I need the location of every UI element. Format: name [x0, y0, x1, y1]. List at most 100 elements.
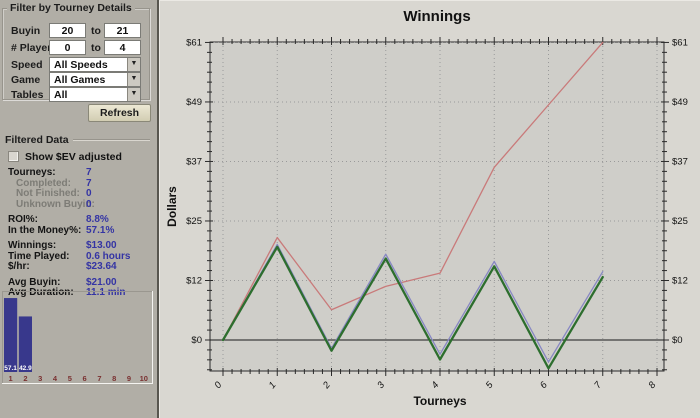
- stat-row: Unknown Buyin: 0: [0, 199, 157, 210]
- y-tick-label-right: $61: [672, 37, 688, 48]
- filtered-data-rule: [70, 139, 150, 141]
- game-select[interactable]: All Games ▼: [49, 72, 141, 87]
- players-to-input[interactable]: [104, 40, 141, 55]
- stat-value: 8.8%: [86, 214, 109, 225]
- bar-tick-label: 2: [23, 374, 27, 383]
- buyin-to-word: to: [91, 25, 101, 37]
- stat-row: Not Finished: 0: [0, 188, 157, 199]
- y-tick-label: $12: [186, 275, 202, 286]
- bar-tick-label: 7: [97, 374, 101, 383]
- y-tick-label-right: $0: [672, 335, 683, 346]
- players-row: # Players to: [3, 40, 160, 55]
- stat-label: Avg Buyin:: [8, 276, 61, 288]
- speed-row: Speed All Speeds ▼: [3, 57, 160, 72]
- stat-value: 57.1%: [86, 224, 115, 236]
- stat-row: Avg Buyin: $21.00: [0, 277, 157, 288]
- y-tick-label: $49: [186, 97, 202, 108]
- bar-tick-label: 9: [127, 374, 131, 383]
- x-tick-label: 5: [484, 379, 496, 391]
- stat-label: ROI%:: [8, 214, 38, 225]
- x-tick-label: 3: [375, 379, 387, 391]
- stat-row: Time Played: 0.6 hours: [0, 251, 157, 262]
- stat-value: 11.1 min: [86, 287, 126, 298]
- bar-value-label: 42.9: [19, 365, 32, 372]
- players-from-input[interactable]: [49, 40, 86, 55]
- filter-panel: Filter by Tourney Details Buyin to # Pla…: [2, 2, 150, 102]
- x-tick-label: 8: [646, 379, 658, 391]
- y-tick-label: $0: [191, 335, 202, 346]
- stat-row: Avg Duration: 11.1 min: [0, 287, 157, 298]
- chevron-down-icon: ▼: [127, 58, 140, 71]
- bar-tick-label: 3: [38, 374, 42, 383]
- bar-value-label: 57.1: [4, 365, 17, 372]
- ev-adjusted-label: Show $EV adjusted: [25, 151, 122, 163]
- stat-value: 0: [86, 198, 92, 210]
- x-tick-label: 0: [212, 379, 224, 391]
- buyin-to-input[interactable]: [104, 23, 141, 38]
- bar: [18, 316, 32, 372]
- bar-tick-label: 5: [68, 374, 72, 383]
- stat-label: Completed:: [16, 177, 71, 189]
- stat-row: Tourneys: 7: [0, 167, 157, 178]
- filtered-data-title: Filtered Data: [5, 134, 73, 146]
- x-tick-label: 4: [429, 380, 441, 391]
- y-tick-label: $37: [186, 156, 202, 167]
- filter-panel-title: Filter by Tourney Details: [7, 2, 135, 14]
- stat-label: Winnings:: [8, 240, 57, 251]
- stat-label: Avg Duration:: [8, 287, 74, 298]
- x-tick-label: 7: [592, 379, 604, 391]
- stat-value: 0.6 hours: [86, 250, 131, 262]
- x-axis-title: Tourneys: [413, 394, 466, 408]
- refresh-button[interactable]: Refresh: [88, 104, 151, 122]
- bar-tick-label: 4: [53, 374, 58, 383]
- winnings-chart: $0 $0$12 $12$25 $25$37 $37$49 $49$61 $610 1 2 3 4 5…: [160, 1, 700, 418]
- stat-value: $13.00: [86, 240, 117, 251]
- tables-row: Tables All ▼: [3, 87, 160, 102]
- players-to-word: to: [91, 42, 101, 54]
- game-row: Game All Games ▼: [3, 72, 160, 87]
- stat-label: Tourneys:: [8, 167, 56, 178]
- chevron-down-icon: ▼: [127, 73, 140, 86]
- series-red: [222, 41, 604, 341]
- tables-select-value: All: [54, 89, 68, 101]
- bar-tick-label: 1: [9, 374, 13, 383]
- stat-row: ROI%: 8.8%: [0, 214, 157, 225]
- tables-label: Tables: [11, 89, 44, 101]
- stat-value: 0: [86, 188, 92, 199]
- y-tick-label: $25: [186, 216, 202, 227]
- tables-select[interactable]: All ▼: [49, 87, 141, 102]
- sidebar: Filter by Tourney Details Buyin to # Pla…: [0, 0, 157, 418]
- stat-label: Unknown Buyin:: [16, 198, 95, 210]
- speed-select[interactable]: All Speeds ▼: [49, 57, 141, 72]
- buyin-from-input[interactable]: [49, 23, 86, 38]
- stat-label: Time Played:: [8, 250, 70, 262]
- speed-select-value: All Speeds: [54, 59, 108, 71]
- finish-distribution-chart: 57.1 42.9 1 2 3 4 5 6 7 8 9 10: [2, 291, 153, 384]
- stat-row: In the Money%: 57.1%: [0, 225, 157, 236]
- y-tick-label: $61: [186, 37, 202, 48]
- buyin-row: Buyin to: [3, 23, 160, 38]
- y-tick-label-right: $37: [672, 156, 688, 167]
- y-axis-title: Dollars: [165, 186, 179, 227]
- y-tick-label-right: $12: [672, 275, 688, 286]
- bar: [4, 298, 18, 372]
- chart-area: $0 $0 $12 $12 $25 $25 $37 $37 $49 $49 $61 $61 0 1 2 3 4 5…: [157, 0, 700, 418]
- stat-row: $/hr: $23.64: [0, 261, 157, 272]
- stat-label: Not Finished:: [16, 188, 80, 199]
- chevron-down-icon: ▼: [127, 88, 140, 101]
- bar-tick-label: 10: [140, 374, 148, 383]
- stat-value: 7: [86, 167, 92, 178]
- ev-adjusted-checkbox[interactable]: [8, 151, 19, 162]
- x-tick-label: 6: [538, 379, 550, 391]
- stat-row: Completed: 7: [0, 178, 157, 189]
- chart-title: Winnings: [403, 8, 470, 25]
- filtered-data-stats: Tourneys: 7 Completed: 7 Not Finished: 0 Unkno…: [0, 167, 157, 298]
- players-label: # Players: [11, 42, 58, 54]
- stat-value: 7: [86, 177, 92, 189]
- y-tick-label-right: $25: [672, 216, 688, 227]
- stat-label: In the Money%:: [8, 224, 82, 236]
- stat-value: $21.00: [86, 276, 117, 288]
- speed-label: Speed: [11, 59, 43, 71]
- series-green: [221, 245, 604, 370]
- stat-row: Winnings: $13.00: [0, 240, 157, 251]
